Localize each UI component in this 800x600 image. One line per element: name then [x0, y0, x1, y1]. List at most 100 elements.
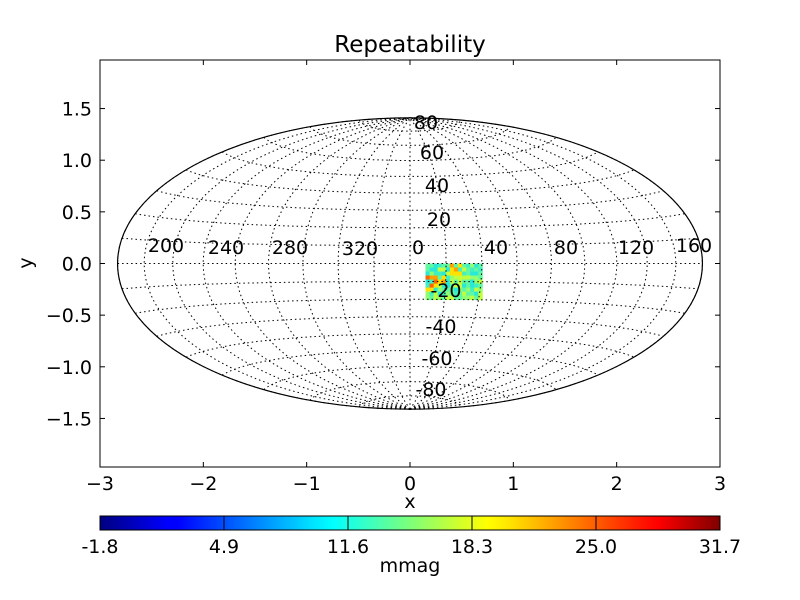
heatmap-cell	[466, 283, 471, 289]
heatmap-cell	[474, 263, 479, 268]
heatmap-cell	[457, 291, 463, 297]
heatmap-cell	[433, 275, 439, 280]
colorbar-tick-label: -1.8	[81, 536, 118, 558]
heatmap-cell	[478, 291, 483, 297]
heatmap-cell	[474, 267, 479, 272]
heatmap-cell	[429, 267, 435, 272]
heatmap-cell	[478, 279, 483, 284]
heatmap-cell	[478, 263, 483, 268]
meridian-line	[373, 117, 411, 410]
heatmap-cell	[445, 267, 451, 272]
colorbar	[99, 515, 721, 531]
parallel-line	[309, 126, 511, 146]
heatmap-cell	[453, 271, 459, 276]
heatmap-cell	[445, 287, 451, 293]
heatmap-cell	[457, 271, 463, 276]
longitude-label: 280	[272, 237, 308, 259]
heatmap-cell	[449, 267, 455, 272]
heatmap-cell	[429, 287, 435, 293]
colorbar-tick-label: 18.3	[451, 536, 493, 558]
heatmap-cell	[433, 271, 439, 276]
parallel-line	[309, 381, 511, 401]
heatmap-cell	[474, 275, 479, 280]
heatmap-cell	[478, 283, 483, 289]
parallel-line	[263, 137, 557, 161]
y-tick-label: 1.5	[62, 99, 92, 121]
heatmap-cell	[462, 287, 467, 293]
parallel-line	[221, 151, 599, 177]
heatmap-cell	[433, 291, 439, 297]
heatmap-cell	[441, 283, 447, 289]
heatmap-cell	[425, 283, 430, 289]
heatmap-cell	[466, 275, 471, 280]
heatmap-cell	[449, 295, 455, 301]
heatmap-cell	[437, 263, 443, 268]
heatmap-cell	[425, 267, 430, 272]
y-axis-ticks: 1.5 1.0 0.5 0.0 −0.5 −1.0 −1.5	[46, 99, 720, 430]
y-tick-label: 0.0	[62, 254, 92, 276]
heatmap-cell	[425, 275, 430, 280]
heatmap-cell	[453, 291, 459, 297]
heatmap-cell	[425, 271, 430, 276]
heatmap-cell	[441, 287, 447, 293]
x-tick-label: −1	[293, 473, 321, 495]
y-tick-label: 1.0	[62, 150, 92, 172]
heatmap-cell	[437, 283, 443, 289]
heatmap-cell	[433, 279, 439, 284]
latitude-label: 20	[427, 209, 451, 231]
heatmap-cell	[429, 271, 435, 276]
heatmap-cell	[457, 287, 463, 293]
heatmap-cell	[449, 291, 455, 297]
parallel-line	[263, 366, 557, 390]
parallel-line	[135, 298, 685, 314]
heatmap-cell	[449, 279, 455, 284]
heatmap-cell	[462, 263, 467, 268]
heatmap-cell	[429, 295, 435, 301]
heatmap-cell	[449, 283, 455, 289]
heatmap-cell	[462, 283, 467, 289]
meridian-line	[409, 117, 648, 410]
longitude-label: 320	[342, 238, 378, 260]
projection-outline	[116, 117, 704, 410]
heatmap-cell	[433, 263, 439, 268]
heatmap-cell	[441, 263, 447, 268]
heatmap-cell	[437, 271, 443, 276]
heatmap-cell	[453, 275, 459, 280]
heatmap-cell	[449, 287, 455, 293]
latitude-label: 60	[420, 142, 444, 164]
heatmap-cell	[474, 279, 479, 284]
heatmap-cell	[425, 295, 430, 301]
x-tick-label: −3	[86, 473, 114, 495]
heatmap-cell	[425, 291, 430, 297]
y-axis-label: y	[15, 257, 37, 268]
heatmap-cell	[437, 295, 443, 301]
heatmap-cell	[474, 291, 479, 297]
parallel-line	[156, 316, 664, 337]
heatmap-cell	[445, 271, 451, 276]
heatmap-cell	[466, 291, 471, 297]
heatmap-cell	[437, 275, 443, 280]
heatmap-cell	[470, 275, 475, 280]
y-tick-label: −1.5	[46, 408, 92, 430]
longitude-label: 240	[208, 237, 244, 259]
longitude-label: 160	[676, 235, 712, 257]
meridian-line	[409, 117, 447, 410]
heatmap-cell	[457, 267, 463, 272]
meridian-line	[409, 117, 483, 410]
x-tick-label: 1	[507, 473, 519, 495]
heatmap-cell	[425, 287, 430, 293]
heatmap-cell	[466, 295, 471, 301]
colorbar-tick-label: 4.9	[209, 536, 239, 558]
graticule	[117, 117, 703, 410]
heatmap-cell	[449, 275, 455, 280]
heatmap-cell	[437, 291, 443, 297]
heatmap-cell	[445, 291, 451, 297]
heatmap-cell	[470, 295, 475, 301]
parallel-line	[135, 213, 685, 229]
meridian-line	[409, 117, 586, 410]
heatmap-cell	[478, 287, 483, 293]
colorbar-ticks: -1.8 4.9 11.6 18.3 25.0 31.7	[81, 516, 741, 558]
heatmap-cell	[433, 287, 439, 293]
heatmap-cell	[470, 279, 475, 284]
